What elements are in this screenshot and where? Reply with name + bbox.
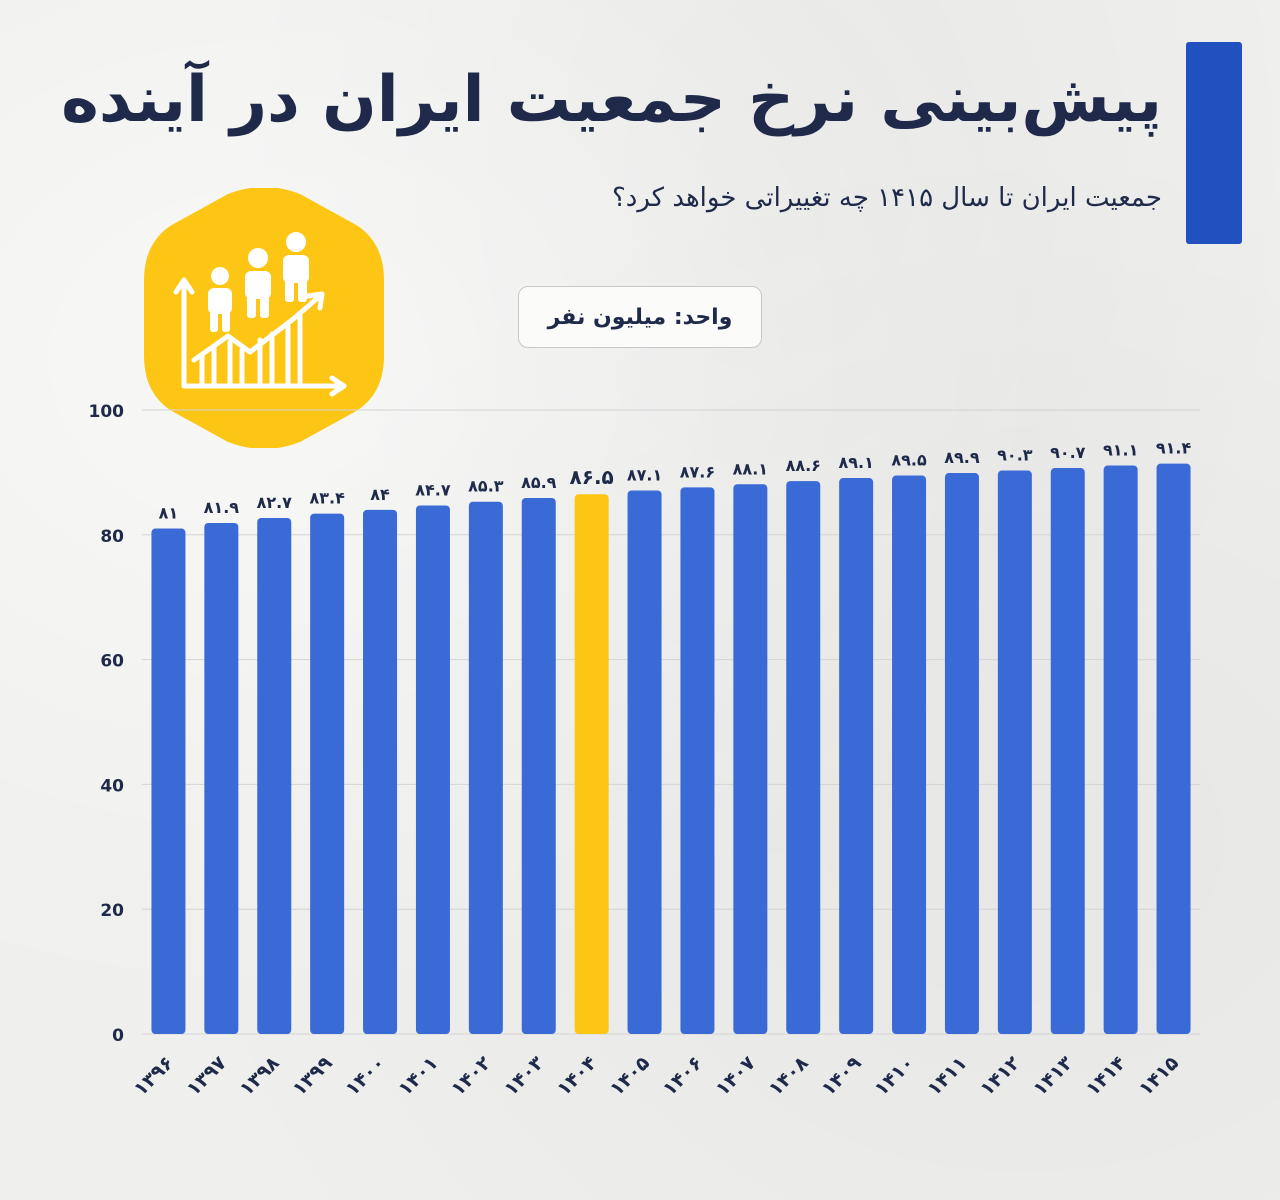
bar [1156,463,1191,1034]
data-label: ۸۳.۴ [309,489,345,508]
x-tick-label: ۱۴۰۱ [394,1052,442,1100]
bar [151,528,186,1034]
bar [892,475,927,1034]
data-label: ۸۵.۹ [521,473,557,492]
x-tick-label: ۱۴۱۰ [870,1052,918,1100]
data-label: ۹۰.۷ [1050,443,1086,462]
x-tick-label: ۱۴۱۱ [923,1052,971,1100]
bar [363,509,398,1035]
unit-label: واحد: میلیون نفر [518,286,762,348]
bar [415,505,450,1034]
data-label: ۸۹.۵ [891,451,927,470]
page-title: پیش‌بینی نرخ جمعیت ایران در آینده [61,63,1162,137]
bar [1103,465,1138,1034]
y-tick-label: 60 [100,652,124,672]
data-label: ۹۱.۴ [1156,439,1192,458]
data-label: ۸۵.۳ [468,477,504,496]
x-tick-label: ۱۴۰۳ [500,1052,549,1101]
bar [521,497,556,1034]
data-label: ۸۴ [370,485,390,504]
bar [257,517,292,1034]
data-label: ۸۱ [159,504,179,523]
x-tick-label: ۱۴۱۳ [1029,1052,1078,1101]
x-tick-label: ۱۴۱۵ [1135,1052,1184,1101]
y-tick-label: 40 [100,776,124,796]
x-tick-label: ۱۴۰۶ [659,1052,707,1100]
bar [1050,468,1085,1035]
bar [574,494,609,1034]
bar [997,470,1032,1034]
bar [627,490,662,1035]
bar [944,473,979,1034]
data-label: ۸۴.۷ [415,480,451,499]
x-tick-label: ۱۳۹۹ [288,1052,337,1101]
x-tick-label: ۱۴۰۷ [712,1052,761,1101]
y-tick-label: 100 [89,402,125,422]
bar [310,513,345,1034]
data-label: ۸۹.۱ [838,453,873,472]
data-label: ۸۸.۱ [733,459,768,478]
x-tick-label: ۱۳۹۸ [235,1052,284,1101]
data-label: ۸۶.۵ [570,465,614,489]
page-subtitle: جمعیت ایران تا سال ۱۴۱۵ چه تغییراتی خواه… [611,183,1162,213]
x-tick-label: ۱۳۹۷ [183,1052,232,1101]
x-tick-label: ۱۴۱۴ [1082,1052,1130,1100]
y-tick-label: 80 [100,527,124,547]
x-tick-label: ۱۴۰۲ [447,1052,496,1101]
y-tick-label: 20 [100,901,124,921]
x-tick-label: ۱۴۰۵ [606,1052,655,1101]
x-tick-label: ۱۴۰۸ [764,1052,813,1101]
data-label: ۹۱.۱ [1103,441,1138,460]
bar [839,478,874,1034]
bar [786,481,821,1034]
x-tick-label: ۱۳۹۶ [130,1052,178,1100]
data-label: ۹۰.۳ [997,446,1033,465]
y-tick-label: 0 [112,1026,124,1046]
data-label: ۸۸.۶ [786,456,821,475]
data-label: ۸۹.۹ [944,448,980,467]
x-tick-label: ۱۴۰۴ [553,1052,601,1100]
data-label: ۸۱.۹ [204,498,240,517]
x-tick-label: ۱۴۱۲ [976,1052,1025,1101]
data-label: ۸۲.۷ [257,493,293,512]
data-label: ۸۷.۶ [680,462,715,481]
bar [468,501,503,1034]
bar [733,484,768,1035]
population-growth-chart-icon [144,187,384,449]
bar [680,487,715,1035]
x-tick-label: ۱۴۰۰ [341,1052,389,1100]
x-tick-label: ۱۴۰۹ [817,1052,866,1101]
data-label: ۸۷.۱ [627,465,662,484]
bar [204,522,239,1034]
title-accent-bar [1186,42,1242,244]
